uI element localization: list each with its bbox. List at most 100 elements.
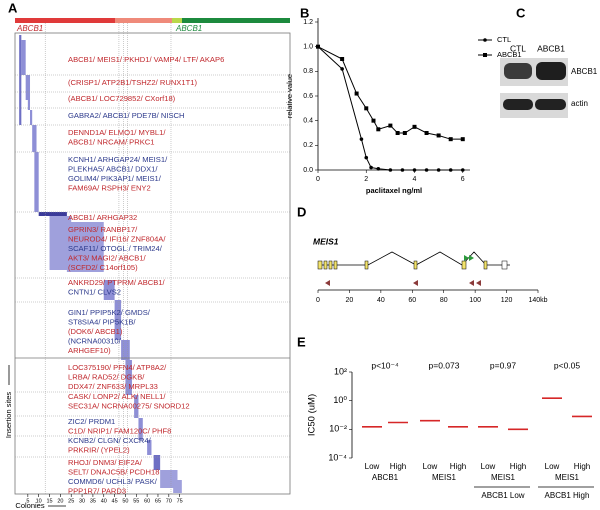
x-tick-label: 70 <box>166 498 172 504</box>
point <box>424 168 429 172</box>
x-tick-label: 0 <box>316 176 320 183</box>
point <box>448 168 453 172</box>
gene-annotation: SCAF11/ OTOGL / TRIM24/ <box>68 244 163 253</box>
axis-label: paclitaxel ng/ml <box>366 186 422 195</box>
heat-block <box>66 222 104 272</box>
row-label: ABCB1 <box>571 67 598 76</box>
category-label: Low <box>365 462 380 471</box>
matrix-frame <box>14 32 291 495</box>
x-tick-label: 75 <box>177 498 183 504</box>
bar <box>172 18 182 23</box>
point <box>402 131 407 135</box>
bar-label: ABCB1 <box>16 24 43 33</box>
p-value: p=0.073 <box>429 360 460 370</box>
y-tick-label: 10⁻² <box>329 424 347 434</box>
gene-annotation: (CRISP1/ ATP2B1/TSHZ2/ RUNX1T1) <box>68 78 197 87</box>
gene-annotation: LOC375190/ PFN4/ ATP8A2/ <box>68 363 167 372</box>
point <box>400 168 405 172</box>
y-tick-label: 0.6 <box>303 93 313 100</box>
panel-label: D <box>297 204 306 219</box>
scale-label: 60 <box>408 297 416 304</box>
gene-annotation: AKT3/ MAGI2/ ABCB1/ <box>68 254 147 263</box>
gene-annotation: ZIC2/ PRDM1 <box>68 417 115 426</box>
heat-block <box>173 480 182 493</box>
gene-annotation: DENND1A/ ELMO1/ MYBL1/ <box>68 128 166 137</box>
band <box>535 99 566 110</box>
panel-label: C <box>516 5 526 20</box>
point <box>412 168 417 172</box>
heat-block <box>34 152 39 212</box>
gene-structure <box>318 251 510 266</box>
band <box>536 62 566 80</box>
point <box>364 106 369 111</box>
gene-name: MEIS1 <box>313 236 339 246</box>
gene-annotation: GOLIM4/ PIK3AP1/ MEIS1/ <box>68 174 162 183</box>
arrow <box>464 255 474 261</box>
bar <box>115 18 172 23</box>
legend-marker <box>483 53 487 57</box>
band <box>504 63 532 79</box>
x-tick-label: 10 <box>36 498 42 504</box>
gene-annotation: ST8SIA4/ PIP5K1B/ <box>68 318 136 327</box>
x-tick-label: 60 <box>144 498 150 504</box>
category-label: Low <box>481 462 496 471</box>
legend-label: CTL <box>497 35 511 44</box>
point <box>376 166 381 171</box>
point <box>364 155 369 160</box>
y-tick-label: 0.8 <box>303 68 313 75</box>
scale-label: 20 <box>346 297 354 304</box>
y-tick-label: 0.2 <box>303 142 313 149</box>
gene-annotation: GABRA2/ ABCB1/ PDE7B/ NISCH <box>68 111 184 120</box>
gene-annotation: ARHGEF10) <box>68 346 111 355</box>
y-tick-label: 10⁰ <box>333 395 347 405</box>
category-label: Low <box>423 462 438 471</box>
gene-annotation: GPRIN3/ RANBP17/ <box>68 225 138 234</box>
y-tick-label: 1.2 <box>303 19 313 26</box>
panel-label: B <box>300 5 309 20</box>
series-line <box>317 46 463 140</box>
x-tick-label: 2 <box>364 176 368 183</box>
point <box>395 131 400 135</box>
gene-annotation: CASK/ LONP2/ ALK/ NELL1/ <box>68 392 166 401</box>
point <box>340 57 345 61</box>
gene-annotation: KCNH1/ ARHGAP24/ MEIS1/ <box>68 155 168 164</box>
y-tick-label: 10⁻⁴ <box>328 452 347 462</box>
group-label: ABCB1 <box>372 473 399 482</box>
y-tick-label: 0.0 <box>303 167 313 174</box>
heat-block <box>21 40 26 75</box>
point <box>412 124 417 129</box>
marker <box>325 280 481 286</box>
point <box>388 123 393 128</box>
bar <box>15 18 115 23</box>
subset-label: ABCB1 High <box>545 491 590 500</box>
point <box>354 91 359 96</box>
gene-annotation: (DOK6/ ABCB1) <box>68 327 123 336</box>
heat-block <box>38 212 67 216</box>
point <box>448 137 453 142</box>
heat-block <box>27 100 31 110</box>
point <box>369 165 373 170</box>
x-tick-label: 40 <box>101 498 107 504</box>
heat-block <box>121 340 130 360</box>
gene-annotation: (SCFD2/ C14orf105) <box>68 263 138 272</box>
heat-block <box>114 300 122 340</box>
x-tick-label: 15 <box>46 498 52 504</box>
gene-annotation: CNTN1/ CLVS2 <box>68 288 121 297</box>
scale-label: 140kb <box>528 297 547 304</box>
gene-annotation: (ABCB1/ LOC729852/ CXorf18) <box>68 94 176 103</box>
series-line <box>317 46 463 171</box>
y-tick-label: 1.0 <box>303 44 313 51</box>
gene-annotation: ABCB1/ ARHGAP32 <box>68 213 137 222</box>
gene-annotation: DDX47/ ZNF633/ MRPL33 <box>68 382 158 391</box>
lane-label: CTL <box>510 43 526 53</box>
heat-block <box>138 418 143 440</box>
x-tick-label: 5 <box>26 498 29 504</box>
heat-block <box>30 110 33 125</box>
gene-annotation: PRKRIR/ (YPEL2) <box>68 446 130 455</box>
lane-label: ABCB1 <box>537 43 565 53</box>
category-label: High <box>574 462 590 471</box>
axis-label: IC50 (uM) <box>307 394 318 436</box>
group-label: MEIS1 <box>432 473 457 482</box>
